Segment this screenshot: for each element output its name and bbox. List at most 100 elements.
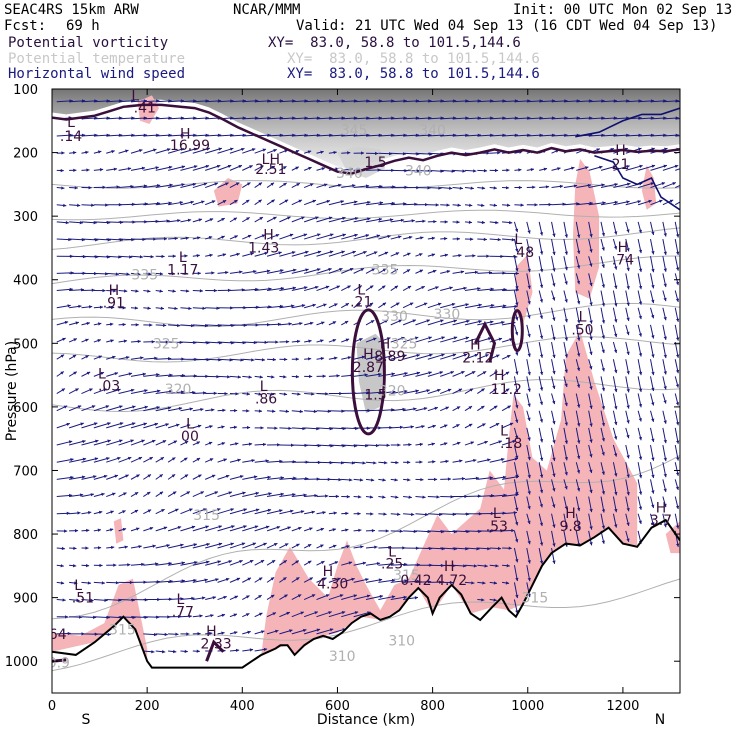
wind-vector-head-1333: [193, 543, 197, 547]
field-pv-name: Potential vorticity: [8, 35, 169, 51]
extremum-label-41: .18: [500, 436, 522, 452]
wind-vector-head-759: [613, 349, 618, 354]
wind-vector-head-1068: [651, 457, 655, 461]
wind-vector-head-1382: [283, 560, 287, 564]
wind-vector-head-1242: [290, 509, 294, 513]
wind-vector-head-791: [389, 354, 394, 358]
wind-vector-head-667: [109, 322, 114, 326]
wind-vector-head-1496: [354, 611, 359, 615]
wind-vector-head-277: [338, 183, 342, 187]
theta-label-7: 330: [434, 307, 461, 323]
wind-vector-head-840: [364, 373, 368, 377]
wind-vector-head-1369: [127, 563, 131, 567]
wind-vector-head-1473: [65, 615, 69, 619]
wind-vector-head-718: [110, 339, 114, 343]
wind-vector-head-985: [260, 426, 264, 430]
wind-vector-head-430: [342, 233, 346, 237]
wind-vector-head-1416: [225, 577, 230, 582]
wind-vector-head-535: [371, 268, 375, 272]
wind-vector-head-1340: [273, 543, 278, 547]
wind-vector-head-1070: [676, 457, 680, 461]
wind-vector-head-349: [602, 201, 606, 205]
wind-vector-head-991: [342, 426, 346, 431]
wind-vector-head-208: [113, 167, 118, 171]
wind-vector-head-267: [214, 182, 218, 186]
wind-vector-head-262: [156, 183, 161, 188]
wind-vector-head-477: [291, 251, 296, 255]
wind-vector-head-963: [614, 421, 618, 426]
theta-label-10: 320: [165, 382, 192, 398]
wind-vector-head-373: [259, 217, 263, 221]
wind-vector-head-761: [638, 353, 643, 357]
wind-vector-head-611: [675, 298, 680, 302]
wind-vector-head-523: [225, 270, 229, 275]
extremum-label-47: 3.7: [650, 513, 672, 529]
wind-vector-head-264: [181, 183, 185, 187]
wind-vector-head-1245: [322, 511, 326, 515]
wind-vector-head-707: [601, 335, 606, 339]
wind-vector-head-1275: [64, 529, 68, 533]
wind-vector-head-1387: [348, 561, 353, 565]
pv-contour-cell-4: [205, 639, 225, 662]
wind-vector-head-853: [515, 389, 519, 393]
wind-vector-head-468: [172, 254, 176, 258]
wind-vector-head-1454: [223, 595, 227, 600]
wind-vector-head-772: [154, 356, 158, 360]
wind-vector-head-197: [610, 147, 614, 152]
wind-vector-head-1031: [196, 441, 200, 445]
extremum-label-25: H: [363, 347, 374, 363]
wind-vector-head-436: [408, 235, 413, 240]
wind-vector-head-484: [373, 251, 378, 255]
wind-vector-head-708: [614, 333, 618, 338]
wind-vector-head-615: [99, 305, 104, 309]
wind-vector-head-955: [515, 419, 519, 423]
wind-vector-head-929: [200, 407, 204, 412]
wind-vector-head-729: [253, 340, 257, 345]
wind-vector-head-1464: [353, 594, 357, 598]
wind-vector-head-479: [317, 250, 322, 254]
y-tick-label-8: 900: [13, 592, 38, 607]
wind-vector-head-937: [299, 409, 303, 414]
wind-vector-head-610: [663, 297, 667, 302]
wind-vector-head-1419: [258, 577, 263, 581]
wind-vector-head-716: [85, 338, 89, 342]
wind-vector-head-850: [482, 371, 487, 375]
wind-vector-head-972: [107, 422, 111, 426]
wind-vector-head-721: [151, 340, 155, 344]
wind-vector-head-1337: [241, 542, 246, 546]
theta-label-13: 315: [393, 568, 420, 584]
wind-vector-head-1175: [90, 493, 94, 497]
wind-vector-head-904: [515, 404, 519, 409]
theta-label-15: 315: [109, 623, 136, 639]
wind-vector-head-812: [638, 371, 643, 376]
wind-vector-head-552: [576, 280, 581, 285]
wind-vector-head-1030: [184, 441, 189, 445]
theta-label-0: 345: [341, 123, 368, 139]
wind-vector-head-1002: [468, 423, 473, 427]
wind-vector-head-1495: [341, 611, 346, 615]
wind-vector-head-1027: [151, 439, 156, 443]
wind-vector-head-1077: [138, 456, 143, 461]
wind-vector-head-420: [208, 236, 213, 240]
wind-vector-head-779: [240, 358, 244, 362]
theta-label-18: 30.9: [39, 656, 70, 672]
wind-vector-head-606: [614, 303, 618, 307]
wind-vector-head-693: [440, 319, 444, 323]
x-axis-label: Distance (km): [317, 712, 415, 728]
wind-vector-head-487: [407, 252, 411, 256]
wind-vector-head-740: [387, 337, 391, 341]
wind-vector-head-885: [283, 392, 288, 396]
wind-vector-head-1462: [325, 594, 330, 598]
wind-vector-head-536: [382, 268, 387, 272]
wind-vector-head-847: [450, 371, 454, 375]
wind-vector-head-409: [81, 238, 86, 242]
wind-vector-head-688: [370, 320, 375, 324]
extremum-label-57: L: [177, 592, 185, 608]
extremum-label-11: H: [263, 228, 274, 244]
wind-vector-head-1149: [394, 478, 398, 482]
wind-vector-head-328: [340, 200, 344, 204]
wind-vector-head-620: [160, 306, 164, 310]
wind-vector-head-218: [238, 165, 242, 169]
wind-vector-head-1130: [159, 474, 163, 478]
wind-vector-head-909: [577, 404, 581, 408]
